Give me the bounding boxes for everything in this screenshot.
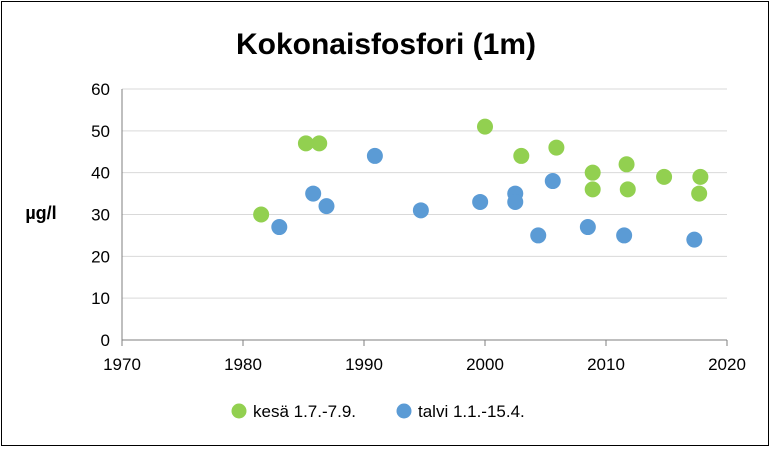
data-point-series-1 bbox=[366, 147, 383, 164]
data-point-series-0 bbox=[692, 168, 709, 185]
y-tick-label: 0 bbox=[101, 331, 110, 350]
data-point-series-0 bbox=[548, 139, 565, 156]
axes bbox=[121, 89, 728, 346]
chart-title: Kokonaisfosfori (1m) bbox=[236, 28, 536, 61]
data-point-series-0 bbox=[691, 185, 708, 202]
data-point-series-1 bbox=[412, 202, 429, 219]
y-tick-label: 10 bbox=[91, 289, 110, 308]
y-axis-label: µg/l bbox=[25, 203, 56, 223]
data-point-series-0 bbox=[297, 135, 314, 152]
x-tick-label: 2000 bbox=[466, 355, 504, 374]
data-point-series-0 bbox=[311, 135, 328, 152]
data-point-series-1 bbox=[271, 219, 288, 236]
x-tick-label: 1990 bbox=[345, 355, 383, 374]
y-tick-label: 60 bbox=[91, 80, 110, 99]
y-tick-label: 20 bbox=[91, 247, 110, 266]
data-points bbox=[253, 118, 709, 248]
x-tick-label: 2020 bbox=[708, 355, 746, 374]
y-tick-label: 40 bbox=[91, 164, 110, 183]
data-point-series-0 bbox=[253, 206, 270, 223]
data-point-series-1 bbox=[579, 219, 596, 236]
data-point-series-0 bbox=[477, 118, 493, 135]
y-tick-labels: 0 10 20 30 40 50 60 bbox=[91, 80, 110, 350]
legend: kesä 1.7.-7.9. talvi 1.1.-15.4. bbox=[231, 402, 525, 421]
data-point-series-1 bbox=[530, 227, 547, 244]
x-tick-labels: 1970 1980 1990 2000 2010 2020 bbox=[103, 355, 746, 374]
data-point-series-0 bbox=[618, 156, 635, 173]
x-tick-label: 2010 bbox=[587, 355, 625, 374]
legend-marker-series-0 bbox=[231, 403, 247, 419]
data-point-series-0 bbox=[584, 164, 601, 181]
data-point-series-0 bbox=[619, 181, 636, 198]
data-point-series-0 bbox=[513, 147, 530, 164]
data-point-series-1 bbox=[472, 193, 489, 210]
data-point-series-1 bbox=[686, 231, 703, 248]
data-point-series-1 bbox=[318, 198, 335, 215]
x-tick-label: 1980 bbox=[224, 355, 262, 374]
data-point-series-0 bbox=[656, 168, 673, 185]
data-point-series-1 bbox=[507, 193, 524, 210]
legend-label-series-1: talvi 1.1.-15.4. bbox=[418, 402, 525, 421]
data-point-series-1 bbox=[544, 173, 561, 190]
legend-label-series-0: kesä 1.7.-7.9. bbox=[253, 402, 356, 421]
data-point-series-1 bbox=[616, 227, 633, 244]
data-point-series-1 bbox=[305, 185, 322, 202]
legend-marker-series-1 bbox=[396, 403, 412, 419]
y-tick-label: 30 bbox=[91, 206, 110, 225]
x-tick-label: 1970 bbox=[103, 355, 141, 374]
gridlines bbox=[122, 88, 727, 299]
y-tick-label: 50 bbox=[91, 122, 110, 141]
data-point-series-0 bbox=[584, 181, 601, 198]
